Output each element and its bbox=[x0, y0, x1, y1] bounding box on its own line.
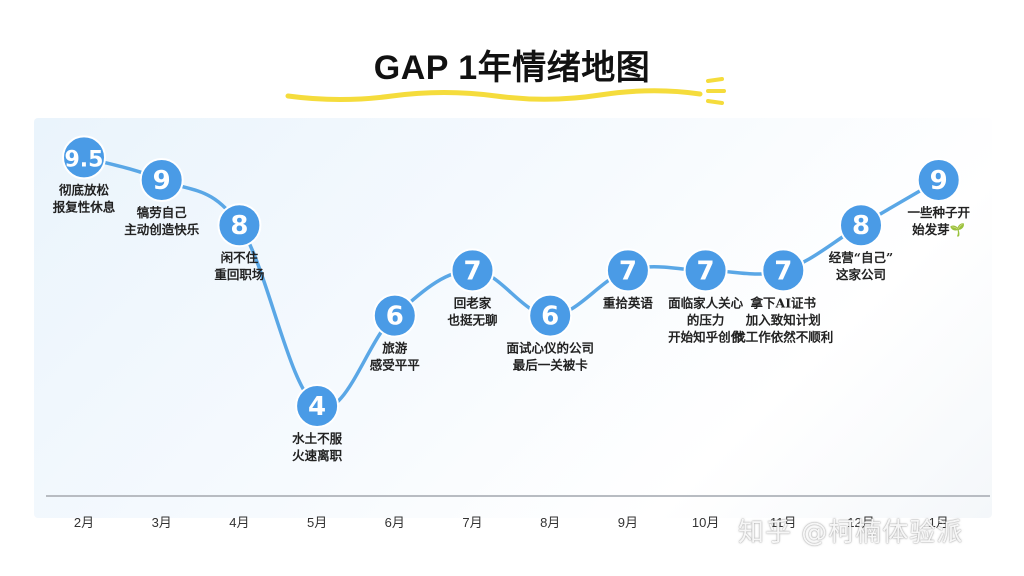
data-label: 9 bbox=[930, 166, 948, 196]
x-tick-label: 11月 bbox=[770, 515, 797, 530]
data-label: 7 bbox=[697, 256, 715, 286]
point-annotation: 报复性休息 bbox=[53, 199, 116, 214]
data-point bbox=[450, 248, 495, 293]
chart-background-panel bbox=[34, 118, 992, 518]
data-label: 9.5 bbox=[65, 147, 104, 172]
data-point bbox=[62, 135, 106, 180]
point-annotation: 始发芽🌱 bbox=[912, 222, 965, 237]
data-point bbox=[139, 158, 184, 202]
point-annotation: 这家公司 bbox=[836, 267, 886, 282]
point-annotation: 开始知乎创作 bbox=[668, 329, 744, 344]
point-annotation: 找工作依然不顺利 bbox=[733, 329, 833, 344]
point-annotation: 感受平平 bbox=[370, 358, 421, 373]
x-tick-label: 6月 bbox=[385, 515, 405, 530]
point-annotation: 面试心仪的公司 bbox=[506, 341, 594, 356]
x-tick-label: 4月 bbox=[229, 515, 249, 530]
data-label: 8 bbox=[852, 211, 870, 241]
point-annotation: 经营“自己” bbox=[829, 250, 893, 265]
point-annotation: 面临家人关心 bbox=[668, 295, 744, 310]
watermark: 知乎 @柯楠体验派 bbox=[738, 518, 964, 548]
data-label: 9 bbox=[153, 166, 171, 196]
data-point bbox=[372, 293, 417, 338]
point-annotation: 重拾英语 bbox=[603, 295, 654, 310]
point-annotation: 闲不住 bbox=[221, 250, 259, 265]
data-point bbox=[295, 384, 340, 428]
point-annotation: 犒劳自己 bbox=[137, 205, 188, 220]
point-annotation: 最后一关被卡 bbox=[513, 358, 589, 373]
x-tick-label: 1月 bbox=[929, 515, 949, 530]
data-point bbox=[916, 158, 961, 202]
point-annotation: 回老家 bbox=[454, 295, 492, 310]
series-line bbox=[82, 155, 941, 410]
data-point bbox=[839, 203, 883, 248]
point-annotation: 旅游 bbox=[381, 341, 408, 356]
data-point bbox=[605, 248, 650, 293]
x-tick-label: 5月 bbox=[307, 515, 327, 530]
data-point bbox=[217, 203, 262, 248]
title-underline bbox=[285, 77, 726, 105]
data-point bbox=[528, 293, 573, 338]
data-label: 8 bbox=[230, 211, 248, 241]
data-label: 4 bbox=[308, 392, 326, 422]
data-label: 7 bbox=[619, 256, 637, 286]
x-tick-label: 9月 bbox=[618, 515, 638, 530]
point-annotation: 一些种子开 bbox=[907, 205, 970, 220]
point-annotation: 拿下AI证书 bbox=[750, 295, 817, 310]
point-annotation: 彻底放松 bbox=[58, 182, 110, 197]
data-point bbox=[683, 248, 728, 293]
point-annotation: 重回职场 bbox=[214, 267, 264, 282]
data-label: 7 bbox=[463, 256, 481, 286]
x-tick-label: 8月 bbox=[540, 515, 560, 530]
data-label: 6 bbox=[541, 302, 559, 332]
x-tick-label: 7月 bbox=[462, 515, 482, 530]
point-annotation: 也挺无聊 bbox=[447, 312, 497, 327]
x-tick-label: 3月 bbox=[152, 515, 172, 530]
point-annotation: 加入致知计划 bbox=[745, 312, 821, 327]
data-label: 7 bbox=[774, 256, 792, 286]
point-annotation: 的压力 bbox=[687, 312, 725, 327]
point-annotation: 主动创造快乐 bbox=[124, 222, 200, 237]
page-title: GAP 1年情绪地图 bbox=[373, 49, 651, 87]
point-annotation: 火速离职 bbox=[292, 448, 343, 463]
x-tick-label: 12月 bbox=[847, 515, 874, 530]
x-tick-label: 10月 bbox=[692, 515, 719, 530]
point-annotation: 水土不服 bbox=[292, 431, 343, 446]
x-tick-label: 2月 bbox=[74, 515, 94, 530]
data-point bbox=[761, 248, 806, 293]
data-label: 6 bbox=[386, 302, 404, 332]
